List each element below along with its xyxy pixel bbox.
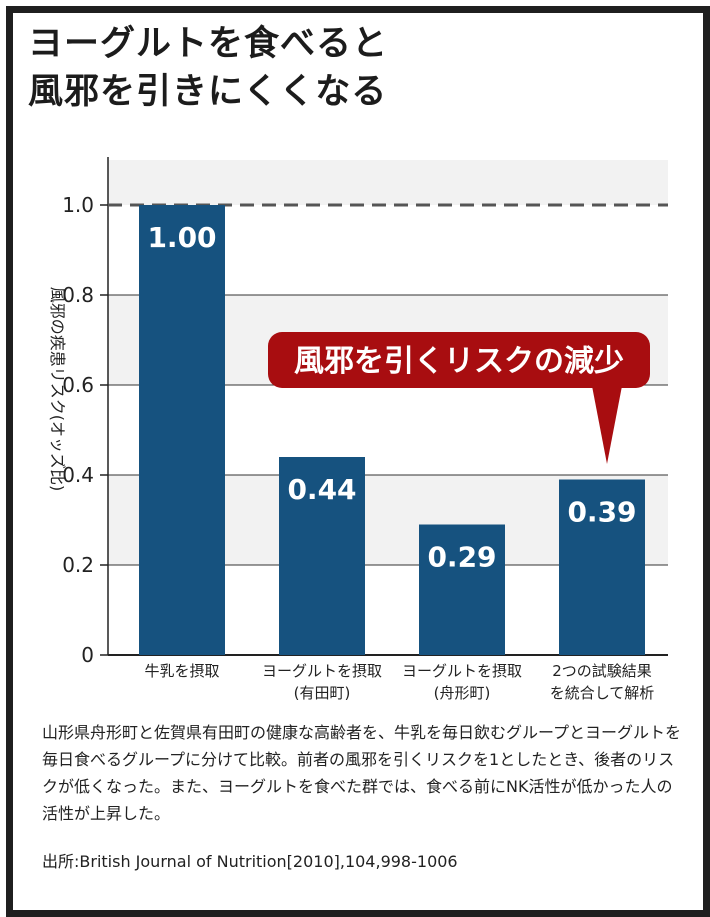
category-label: ヨーグルトを摂取 bbox=[262, 662, 382, 680]
chart-title: ヨーグルトを食べると 風邪を引きにくくなる bbox=[28, 20, 668, 116]
bar-value-label: 0.44 bbox=[287, 473, 356, 506]
bar bbox=[559, 479, 645, 655]
callout-pointer bbox=[592, 386, 622, 464]
bar bbox=[139, 205, 225, 655]
y-tick-label: 0.4 bbox=[62, 463, 94, 487]
bar bbox=[279, 457, 365, 655]
callout-box bbox=[268, 332, 650, 388]
y-tick-label: 0.2 bbox=[62, 553, 94, 577]
background-band bbox=[108, 160, 668, 205]
bar bbox=[419, 524, 505, 655]
callout-text: 風邪を引くリスクの減少 bbox=[294, 344, 624, 379]
y-tick-label: 1.0 bbox=[62, 193, 94, 217]
category-label: 牛乳を摂取 bbox=[144, 662, 219, 680]
category-label: を統合して解析 bbox=[550, 684, 655, 702]
chart-description: 山形県舟形町と佐賀県有田町の健康な高齢者を、牛乳を毎日飲むグループとヨーグルトを… bbox=[42, 723, 682, 823]
y-tick-label: 0.6 bbox=[62, 373, 94, 397]
category-label: (舟形町) bbox=[434, 684, 491, 702]
title-line-2: 風邪を引きにくくなる bbox=[28, 72, 388, 112]
y-tick-label: 0.8 bbox=[62, 283, 94, 307]
category-label: (有田町) bbox=[294, 684, 351, 702]
title-line-1: ヨーグルトを食べると bbox=[28, 24, 389, 64]
y-tick-label: 0 bbox=[81, 643, 94, 667]
y-axis-title: 風邪の疾患リスク(オッズ比) bbox=[48, 287, 67, 492]
category-label: ヨーグルトを摂取 bbox=[402, 662, 522, 680]
bar-value-label: 1.00 bbox=[147, 221, 216, 254]
bar-value-label: 0.39 bbox=[567, 496, 636, 529]
category-label: 2つの試験結果 bbox=[552, 662, 652, 680]
bar-value-label: 0.29 bbox=[427, 541, 496, 574]
source-citation: 出所:British Journal of Nutrition[2010],10… bbox=[42, 852, 458, 871]
